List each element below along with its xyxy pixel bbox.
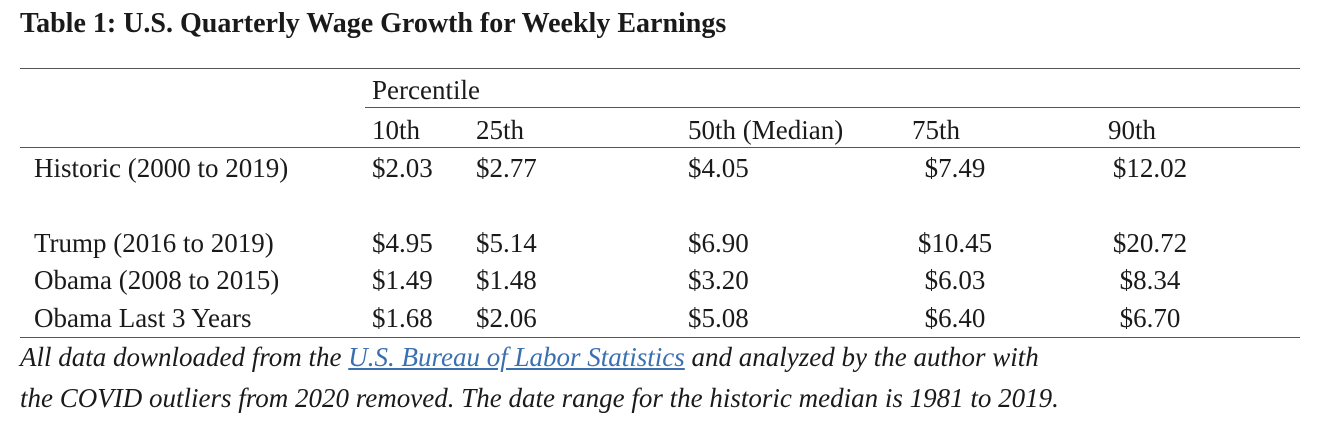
footnote-line: the COVID outliers from 2020 removed. Th… bbox=[20, 383, 1059, 413]
row-label: Trump (2016 to 2019) bbox=[34, 228, 274, 258]
row-label: Obama (2008 to 2015) bbox=[34, 265, 280, 295]
cell: $5.08 bbox=[688, 303, 749, 333]
column-header: 50th (Median) bbox=[688, 115, 844, 145]
column-header: 90th bbox=[1108, 115, 1157, 145]
cell: $1.49 bbox=[372, 265, 433, 295]
cell: $6.40 bbox=[924, 303, 986, 333]
cell: $4.05 bbox=[688, 153, 749, 183]
cell: $4.95 bbox=[372, 228, 433, 258]
footnote-text: and analyzed by the author with bbox=[684, 342, 1039, 372]
rule bbox=[20, 68, 1300, 69]
cell: $1.48 bbox=[476, 265, 537, 295]
cell: $20.72 bbox=[1112, 228, 1188, 258]
cell: $2.77 bbox=[476, 153, 537, 183]
group-header: Percentile bbox=[372, 75, 480, 105]
column-header: 25th bbox=[476, 115, 525, 145]
cell: $6.03 bbox=[924, 265, 986, 295]
row-label: Obama Last 3 Years bbox=[34, 303, 252, 333]
table-title: Table 1: U.S. Quarterly Wage Growth for … bbox=[20, 8, 727, 39]
cell: $2.03 bbox=[372, 153, 433, 183]
cell: $6.70 bbox=[1119, 303, 1181, 333]
cell: $1.68 bbox=[372, 303, 433, 333]
cell: $10.45 bbox=[917, 228, 993, 258]
footnote-line: All data downloaded from the U.S. Bureau… bbox=[20, 339, 1039, 375]
rule bbox=[20, 337, 1300, 338]
footnote-link[interactable]: U.S. Bureau of Labor Statistics bbox=[348, 342, 685, 372]
cell: $6.90 bbox=[688, 228, 749, 258]
cell: $3.20 bbox=[688, 265, 749, 295]
cell: $8.34 bbox=[1119, 265, 1181, 295]
cell: $12.02 bbox=[1112, 153, 1188, 183]
rule bbox=[365, 107, 1300, 108]
rule bbox=[20, 147, 1300, 148]
column-header: 10th bbox=[372, 115, 421, 145]
cell: $5.14 bbox=[476, 228, 537, 258]
cell: $7.49 bbox=[924, 153, 986, 183]
footnote-text: All data downloaded from the bbox=[20, 342, 349, 372]
column-header: 75th bbox=[912, 115, 961, 145]
cell: $2.06 bbox=[476, 303, 537, 333]
row-label: Historic (2000 to 2019) bbox=[34, 153, 289, 183]
